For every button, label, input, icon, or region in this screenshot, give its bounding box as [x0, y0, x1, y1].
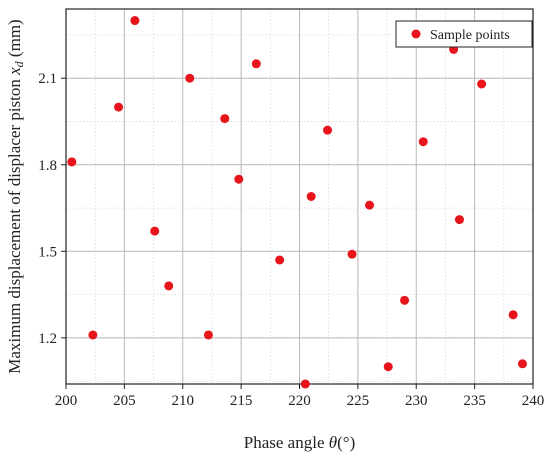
x-tick-label: 215 — [230, 393, 253, 409]
data-point — [150, 226, 160, 236]
data-point — [454, 215, 464, 225]
data-point — [275, 255, 285, 265]
data-point — [220, 114, 230, 124]
x-tick-label: 235 — [463, 393, 486, 409]
data-point — [383, 362, 393, 372]
data-point — [88, 330, 98, 340]
x-tick-label: 225 — [347, 393, 370, 409]
data-point — [400, 295, 410, 305]
legend: Sample points — [395, 20, 533, 48]
data-point — [508, 310, 518, 320]
x-tick-label: 230 — [405, 393, 428, 409]
data-point — [130, 16, 140, 26]
axis-ticks: 200 205 210 215 220 225 230 235 240 1.2 1.5 1.8 2.1 — [38, 71, 544, 409]
data-point — [347, 249, 357, 259]
legend-marker — [411, 29, 421, 39]
legend-label: Sample points — [430, 28, 510, 43]
x-tick-label: 240 — [522, 393, 545, 409]
x-tick-label: 220 — [288, 393, 311, 409]
data-point — [365, 200, 375, 210]
x-tick-label: 205 — [113, 393, 136, 409]
data-point — [300, 379, 310, 389]
y-axis-title: Maximum displacement of displacer piston… — [5, 19, 26, 373]
data-point — [234, 174, 244, 184]
data-points — [67, 16, 527, 389]
data-point — [418, 137, 428, 147]
data-point — [164, 281, 174, 291]
data-point — [477, 79, 487, 89]
x-axis-title: Phase angle θ(°) — [244, 433, 355, 452]
y-tick-label: 1.5 — [38, 244, 57, 260]
x-tick-label: 210 — [172, 393, 195, 409]
grid — [66, 9, 533, 384]
data-point — [185, 73, 195, 83]
data-point — [323, 125, 333, 135]
data-point — [251, 59, 261, 69]
data-point — [67, 157, 77, 167]
data-point — [517, 359, 527, 369]
data-point — [203, 330, 213, 340]
y-tick-label: 1.8 — [38, 158, 57, 174]
y-tick-label: 1.2 — [38, 331, 57, 347]
y-tick-label: 2.1 — [38, 71, 57, 87]
x-tick-label: 200 — [55, 393, 78, 409]
data-point — [114, 102, 124, 112]
data-point — [306, 192, 316, 201]
